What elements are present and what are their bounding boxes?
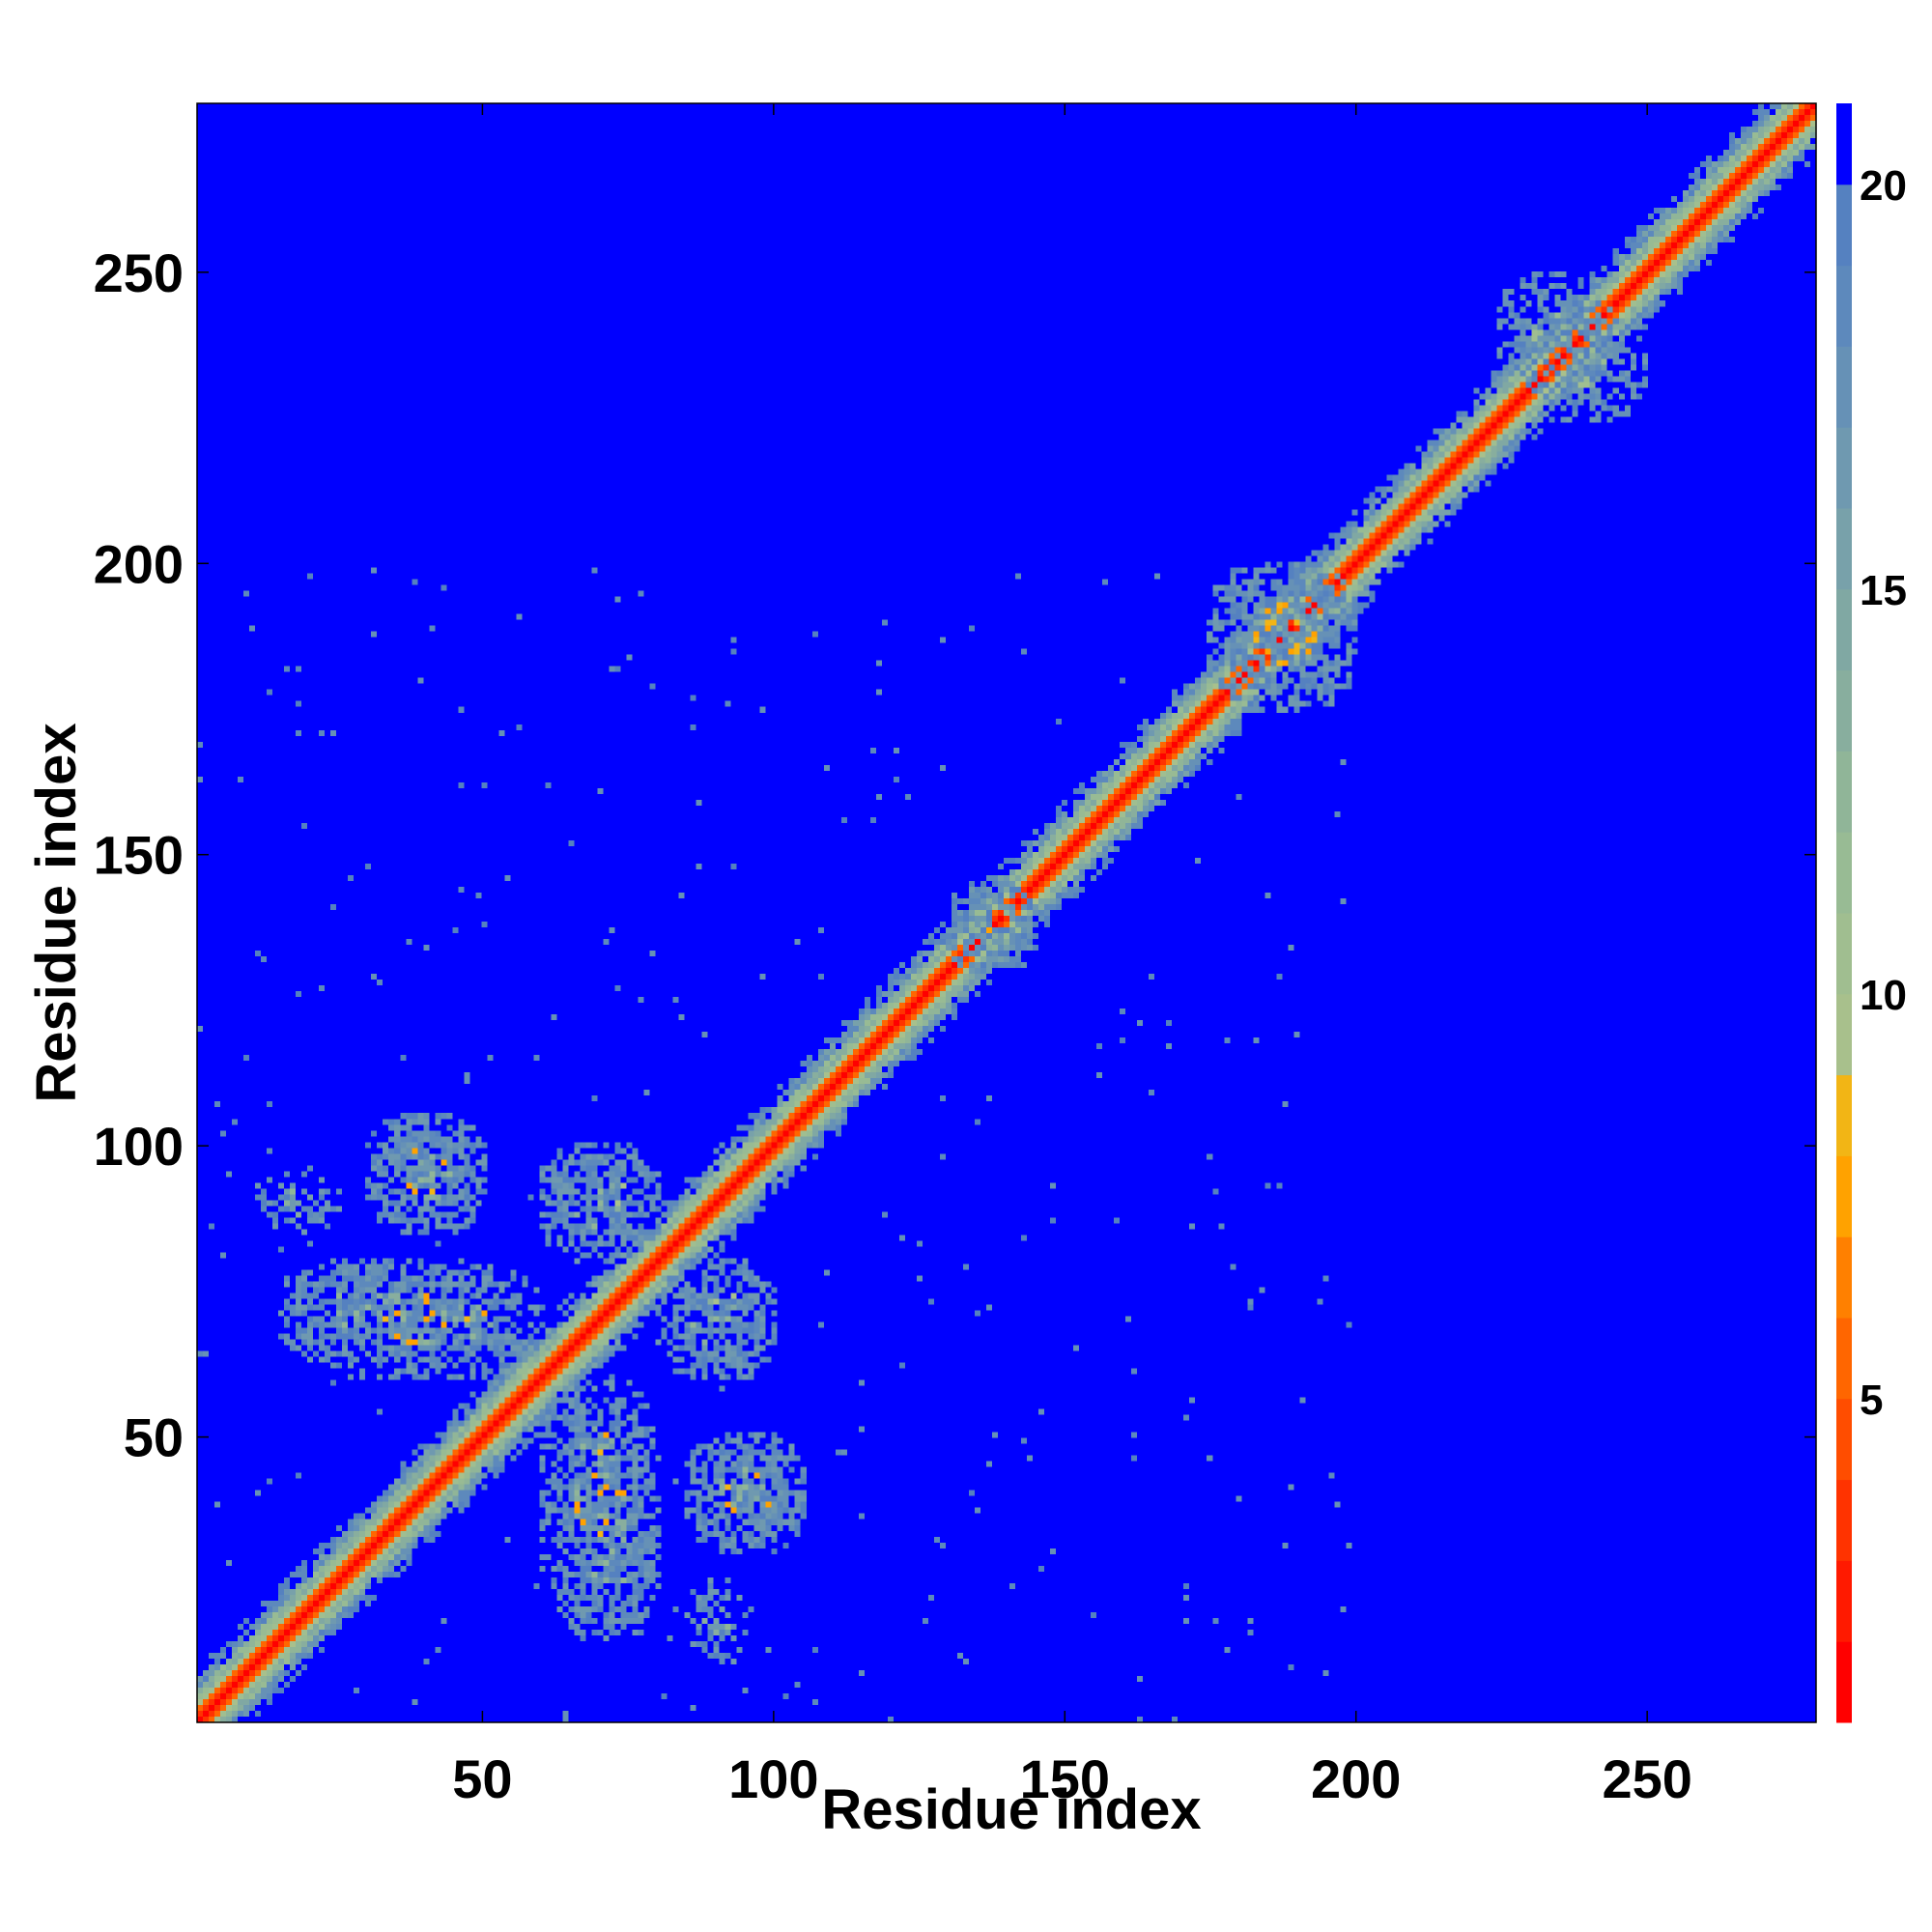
x-tick-label: 150 [1020,1748,1110,1809]
x-tick-label: 50 [452,1748,512,1809]
x-tick-label: 100 [728,1748,818,1809]
x-tick-label: 250 [1602,1748,1691,1809]
colorbar-segment [1836,993,1852,1076]
colorbar-segment [1836,184,1852,267]
colorbar-tick-label: 20 [1860,162,1907,210]
colorbar-segment [1836,346,1852,428]
axes: 50 100 150 200 250 50 100 150 200 250 [94,102,1817,1809]
colorbar-tick-label: 10 [1860,972,1907,1019]
y-tick-label: 50 [124,1407,184,1468]
colorbar-segment [1836,1318,1852,1400]
colorbar-segment [1836,103,1852,185]
colorbar-segment [1836,913,1852,995]
colorbar-segment [1836,265,1852,347]
y-tick-label: 200 [94,533,184,594]
colorbar-segment [1836,1398,1852,1481]
heatmap-cells [197,103,1816,1722]
y-tick-label: 100 [94,1116,184,1177]
colorbar-segment [1836,1236,1852,1319]
y-tick-label: 150 [94,825,184,886]
plot-frame [196,102,1817,1723]
colorbar-segment [1836,588,1852,671]
y-axis-title: Residue index [25,723,88,1102]
colorbar-tick-label: 5 [1860,1377,1883,1424]
colorbar-segment [1836,1560,1852,1642]
colorbar-segment [1836,1641,1852,1723]
colorbar-segment [1836,427,1852,509]
colorbar: 5 10 15 20 [1836,103,1907,1723]
x-tick-label: 200 [1311,1748,1401,1809]
colorbar-segment [1836,1155,1852,1237]
x-axis-title: Residue index [821,1778,1201,1841]
y-tick-label: 250 [94,242,184,303]
colorbar-segment [1836,751,1852,833]
colorbar-segment [1836,1479,1852,1561]
heatmap-plot-area [197,103,1816,1722]
colorbar-segment [1836,669,1852,752]
colorbar-segment [1836,1074,1852,1156]
colorbar-tick-label: 15 [1860,567,1907,614]
colorbar-segment [1836,508,1852,590]
colorbar-segment [1836,832,1852,914]
